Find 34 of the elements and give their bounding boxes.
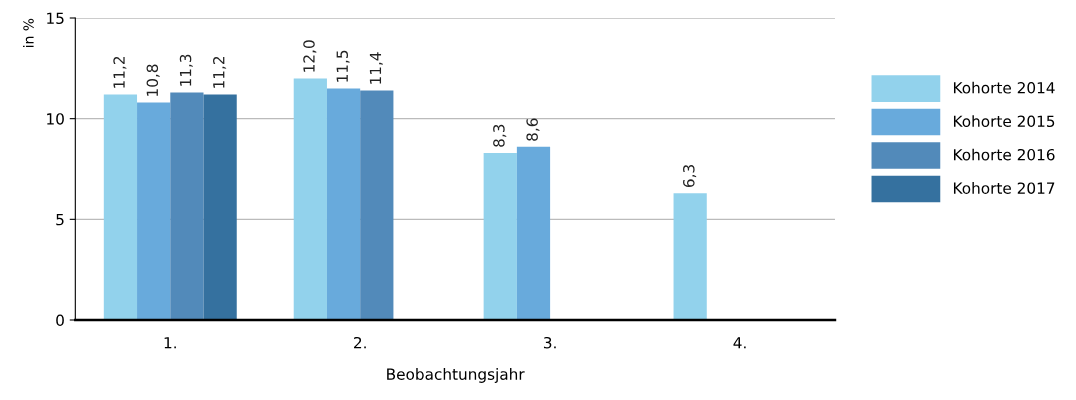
bar	[326, 88, 361, 320]
bar	[360, 90, 394, 320]
legend-label: Kohorte 2014	[953, 81, 1055, 94]
data-label: 11,2	[213, 56, 227, 88]
data-label: 11,3	[179, 54, 193, 86]
data-label: 8,3	[493, 124, 507, 147]
x-tick-label: 1.	[164, 337, 176, 349]
bar	[137, 102, 171, 320]
y-tick-label: 0	[56, 314, 64, 327]
bar	[293, 78, 327, 320]
legend-label: Kohorte 2017	[953, 182, 1055, 194]
legend-label: Kohorte 2016	[953, 148, 1055, 161]
y-tick-label: 10	[47, 113, 64, 125]
data-label: 11,4	[369, 52, 383, 84]
x-tick-label: 2.	[354, 336, 366, 349]
data-label: 8,6	[526, 118, 540, 141]
data-label: 6,3	[683, 165, 697, 188]
data-label: 12,0	[303, 40, 317, 72]
legend-label: Kohorte 2015	[953, 115, 1055, 128]
x-tick-label: 3.	[543, 336, 556, 349]
bar	[516, 146, 551, 320]
data-label: 10,8	[146, 64, 160, 96]
bar	[170, 92, 204, 320]
x-axis-title: Beobachtungsjahr	[387, 368, 525, 383]
data-label: 11,5	[336, 50, 350, 82]
x-tick-label: 4.	[733, 337, 746, 349]
y-axis-title: in %	[23, 18, 34, 47]
bar	[103, 94, 138, 320]
bar	[673, 193, 707, 320]
y-tick-label: 15	[47, 12, 64, 25]
bar	[483, 152, 517, 320]
data-label: 11,2	[113, 56, 127, 88]
y-tick-label: 5	[56, 214, 64, 226]
bar	[203, 94, 237, 320]
